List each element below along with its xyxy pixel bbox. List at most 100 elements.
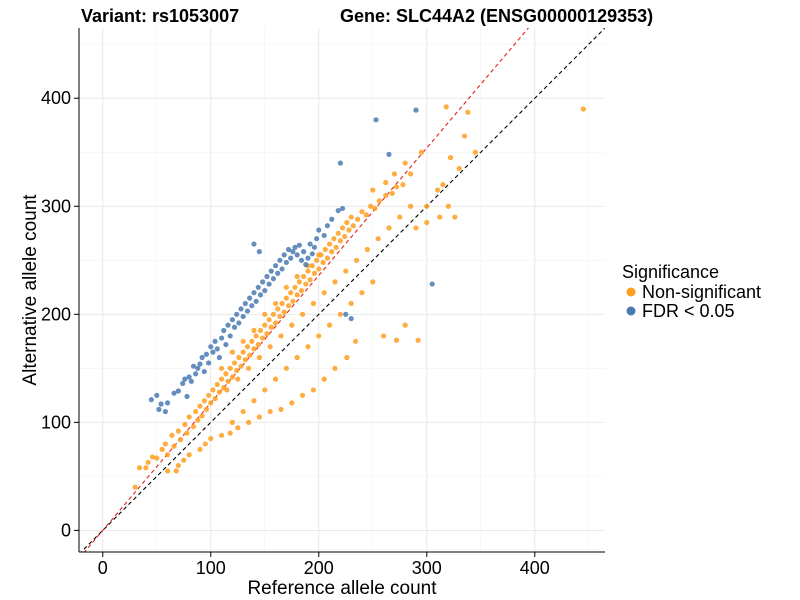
data-point-non-significant xyxy=(393,337,400,343)
data-point-non-significant xyxy=(236,354,242,361)
data-point-non-significant xyxy=(231,360,238,366)
y-axis-ticks: 0 100 200 300 400 xyxy=(41,88,79,540)
data-point-non-significant xyxy=(275,306,281,312)
data-point-fdr xyxy=(262,287,268,294)
data-point-non-significant xyxy=(234,367,240,374)
data-point-non-significant xyxy=(580,106,586,112)
data-point-fdr xyxy=(309,251,315,257)
reference-line-fitted xyxy=(83,28,530,552)
data-point-fdr xyxy=(244,308,251,314)
data-point-non-significant xyxy=(208,435,214,442)
data-point-non-significant xyxy=(225,378,231,384)
data-point-non-significant xyxy=(171,443,177,449)
data-point-non-significant xyxy=(447,155,454,161)
data-point-non-significant xyxy=(223,371,229,377)
data-point-fdr xyxy=(270,276,277,282)
data-point-non-significant xyxy=(456,165,462,172)
data-point-fdr xyxy=(175,388,181,394)
data-point-non-significant xyxy=(372,205,378,212)
data-point-non-significant xyxy=(294,292,300,298)
data-point-fdr xyxy=(298,257,305,263)
data-point-fdr xyxy=(255,284,261,290)
data-point-non-significant xyxy=(262,387,268,393)
y-tick-label: 400 xyxy=(41,88,71,108)
data-point-non-significant xyxy=(253,333,259,339)
y-tick-label: 300 xyxy=(41,196,71,216)
data-point-fdr xyxy=(305,255,311,261)
x-tick-label: 0 xyxy=(98,558,108,578)
data-point-non-significant xyxy=(386,225,392,231)
data-point-fdr xyxy=(208,344,214,350)
data-point-non-significant xyxy=(244,344,251,350)
chart-title-gene: Gene: SLC44A2 (ENSG00000129353) xyxy=(340,6,653,26)
data-point-non-significant xyxy=(353,257,360,263)
data-point-non-significant xyxy=(143,465,149,471)
series-non-significant xyxy=(132,104,586,490)
data-point-fdr xyxy=(301,249,307,255)
data-point-fdr xyxy=(303,262,309,268)
data-point-non-significant xyxy=(348,214,354,220)
data-point-non-significant xyxy=(376,198,382,204)
data-point-fdr xyxy=(154,392,160,398)
data-point-non-significant xyxy=(299,392,306,398)
data-point-non-significant xyxy=(337,238,343,244)
data-point-fdr xyxy=(296,242,302,248)
data-point-non-significant xyxy=(310,300,316,307)
data-point-non-significant xyxy=(224,387,230,393)
data-point-non-significant xyxy=(332,279,338,285)
data-point-non-significant xyxy=(335,230,341,236)
data-point-non-significant xyxy=(255,341,261,348)
data-point-non-significant xyxy=(329,249,335,255)
data-point-non-significant xyxy=(245,419,252,425)
data-point-non-significant xyxy=(326,241,333,247)
data-point-non-significant xyxy=(266,317,272,323)
data-point-non-significant xyxy=(380,333,387,339)
data-point-fdr xyxy=(188,378,194,384)
data-point-non-significant xyxy=(235,376,241,382)
data-point-fdr xyxy=(225,322,231,328)
data-point-fdr xyxy=(212,338,218,344)
x-tick-label: 200 xyxy=(304,558,334,578)
data-point-non-significant xyxy=(229,349,235,355)
data-point-non-significant xyxy=(350,223,356,229)
data-point-non-significant xyxy=(235,425,241,431)
data-point-non-significant xyxy=(181,457,187,463)
data-point-fdr xyxy=(260,279,266,285)
data-point-non-significant xyxy=(249,338,255,344)
data-point-fdr xyxy=(193,371,199,377)
data-point-non-significant xyxy=(461,133,468,139)
data-point-non-significant xyxy=(197,446,203,452)
data-point-non-significant xyxy=(193,408,199,415)
data-point-non-significant xyxy=(164,452,171,458)
data-point-fdr xyxy=(272,263,279,269)
data-point-non-significant xyxy=(375,236,381,242)
data-point-non-significant xyxy=(289,400,295,406)
data-point-non-significant xyxy=(136,465,143,471)
data-point-non-significant xyxy=(397,214,403,220)
data-point-non-significant xyxy=(294,273,300,280)
data-point-fdr xyxy=(199,354,205,361)
data-point-non-significant xyxy=(162,441,169,447)
data-point-non-significant xyxy=(260,335,266,341)
data-point-non-significant xyxy=(257,327,264,334)
data-point-fdr xyxy=(253,298,259,304)
y-tick-label: 0 xyxy=(61,520,71,540)
data-point-non-significant xyxy=(393,184,400,190)
data-point-non-significant xyxy=(186,414,192,420)
data-point-non-significant xyxy=(333,244,339,250)
data-point-fdr xyxy=(373,117,379,123)
data-point-fdr xyxy=(184,393,190,400)
data-point-non-significant xyxy=(145,459,151,465)
data-point-fdr xyxy=(214,346,220,352)
data-point-non-significant xyxy=(352,338,359,344)
data-point-non-significant xyxy=(279,300,285,307)
data-point-non-significant xyxy=(169,432,175,438)
data-point-non-significant xyxy=(272,376,279,382)
data-point-non-significant xyxy=(305,268,311,274)
data-point-fdr xyxy=(251,290,257,296)
data-point-fdr xyxy=(268,268,274,274)
data-point-fdr xyxy=(343,311,349,317)
legend-swatch-non-significant xyxy=(626,287,636,297)
data-point-non-significant xyxy=(240,349,246,355)
data-point-fdr xyxy=(180,380,186,387)
